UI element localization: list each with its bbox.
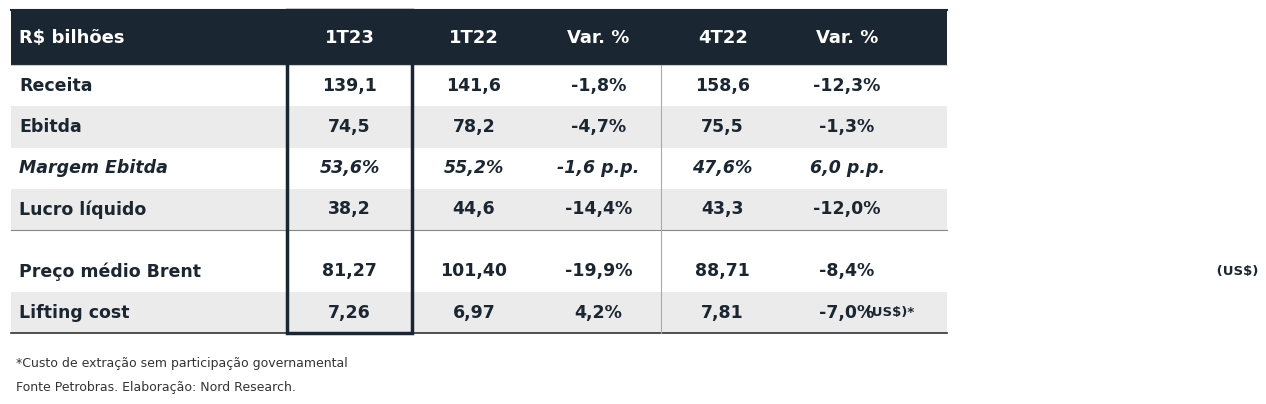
Text: 1T23: 1T23 [324, 29, 375, 46]
Text: 4,2%: 4,2% [575, 304, 623, 322]
Text: 1T22: 1T22 [449, 29, 499, 46]
Text: 7,26: 7,26 [328, 304, 371, 322]
Bar [11, 106, 947, 147]
Text: Var. %: Var. % [815, 29, 879, 46]
Text: 74,5: 74,5 [328, 118, 371, 136]
Text: 7,81: 7,81 [701, 304, 744, 322]
Text: 75,5: 75,5 [701, 118, 744, 136]
Text: 81,27: 81,27 [322, 262, 377, 280]
Text: 139,1: 139,1 [322, 77, 377, 95]
Bar [11, 147, 947, 189]
Text: 4T22: 4T22 [698, 29, 748, 46]
Text: -1,6 p.p.: -1,6 p.p. [557, 159, 639, 177]
Text: Ebitda: Ebitda [19, 118, 82, 136]
Text: 6,0 p.p.: 6,0 p.p. [809, 159, 885, 177]
Text: Receita: Receita [19, 77, 92, 95]
Text: -1,8%: -1,8% [571, 77, 625, 95]
Bar [11, 251, 947, 292]
Text: -12,0%: -12,0% [813, 200, 881, 219]
Text: 141,6: 141,6 [447, 77, 501, 95]
Bar [11, 10, 947, 65]
Text: 6,97: 6,97 [452, 304, 495, 322]
Text: R$ bilhões: R$ bilhões [19, 29, 124, 46]
Text: Fonte Petrobras. Elaboração: Nord Research.: Fonte Petrobras. Elaboração: Nord Resear… [16, 381, 296, 394]
Bar [11, 189, 947, 230]
Text: Var. %: Var. % [567, 29, 629, 46]
Bar [11, 292, 947, 333]
Text: 53,6%: 53,6% [319, 159, 380, 177]
Text: Lifting cost: Lifting cost [19, 304, 129, 322]
Bar [287, 10, 411, 333]
Bar [11, 230, 947, 251]
Text: (US$)*: (US$)* [861, 306, 914, 319]
Text: -8,4%: -8,4% [819, 262, 875, 280]
Text: 44,6: 44,6 [453, 200, 495, 219]
Bar [11, 65, 947, 106]
Text: 55,2%: 55,2% [443, 159, 504, 177]
Text: -12,3%: -12,3% [813, 77, 881, 95]
Text: 88,71: 88,71 [695, 262, 751, 280]
Text: -19,9%: -19,9% [565, 262, 632, 280]
Text: 158,6: 158,6 [695, 77, 751, 95]
Text: Preço médio Brent: Preço médio Brent [19, 262, 201, 281]
Text: -7,0%: -7,0% [819, 304, 875, 322]
Text: (US$): (US$) [1212, 265, 1258, 278]
Text: 78,2: 78,2 [452, 118, 495, 136]
Text: 47,6%: 47,6% [693, 159, 753, 177]
Text: -1,3%: -1,3% [819, 118, 875, 136]
Text: 43,3: 43,3 [701, 200, 744, 219]
Text: Lucro líquido: Lucro líquido [19, 200, 147, 219]
Text: -14,4%: -14,4% [565, 200, 632, 219]
Text: -4,7%: -4,7% [571, 118, 625, 136]
Text: 38,2: 38,2 [328, 200, 371, 219]
Text: *Custo de extração sem participação governamental: *Custo de extração sem participação gove… [16, 357, 348, 370]
Text: 101,40: 101,40 [441, 262, 508, 280]
Text: Margem Ebitda: Margem Ebitda [19, 159, 168, 177]
